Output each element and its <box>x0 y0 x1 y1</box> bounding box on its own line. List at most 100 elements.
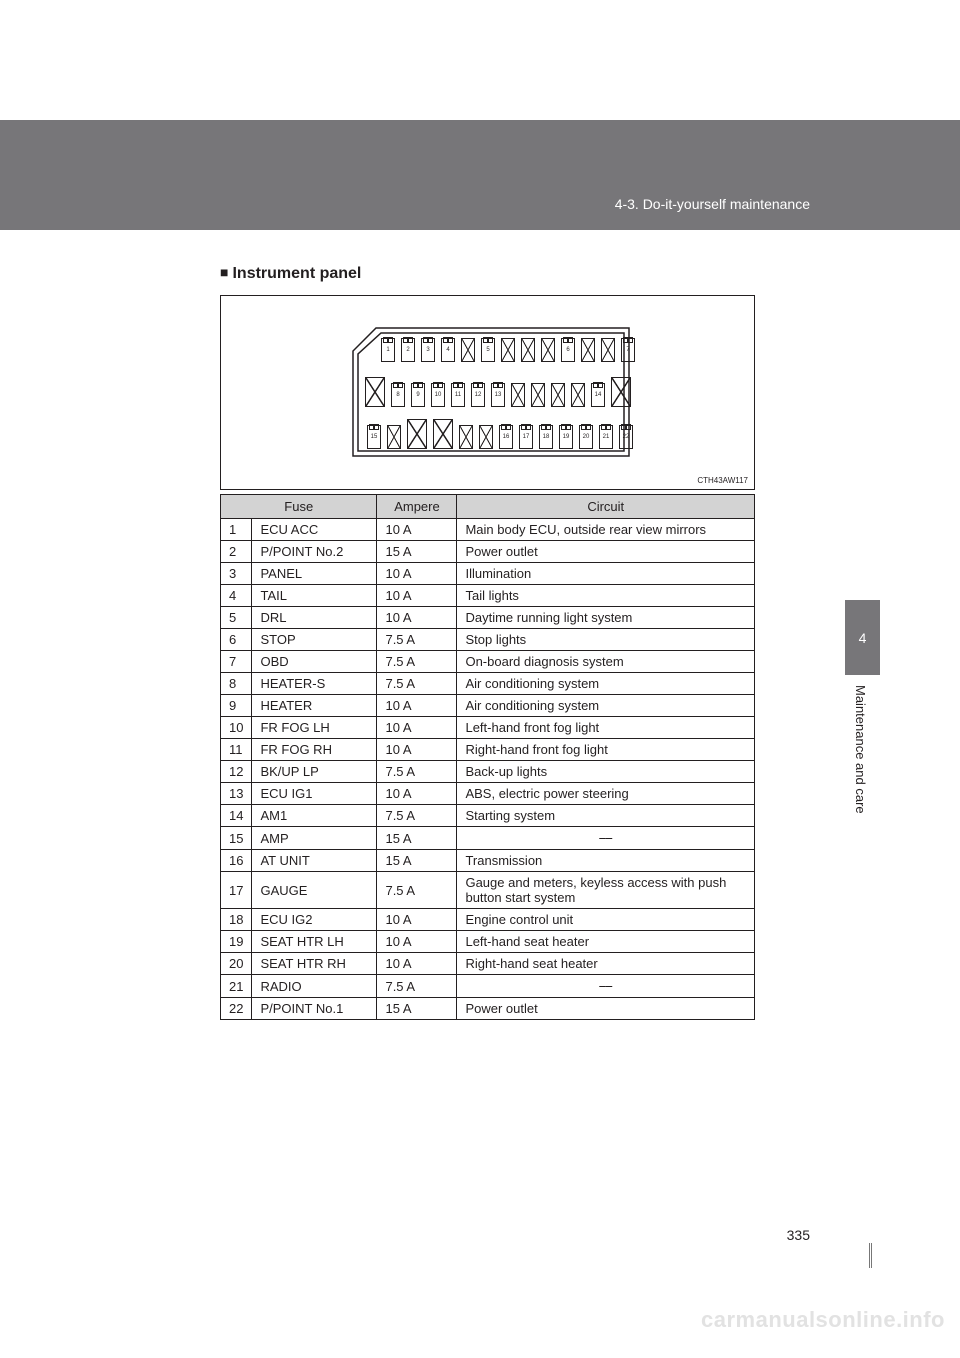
fuse-slot: 17 <box>519 425 533 449</box>
fuse-number: 5 <box>486 347 489 353</box>
cell-ampere: 7.5 A <box>377 872 457 909</box>
col-header-fuse: Fuse <box>221 495 377 519</box>
cell-index: 14 <box>221 805 252 827</box>
cell-fuse: ECU ACC <box>252 519 377 541</box>
fuse-slot: 7 <box>621 338 635 362</box>
cell-fuse: HEATER <box>252 695 377 717</box>
fuse-diagram-box: 1234567 891011121314 1516171819202122 CT… <box>220 295 755 490</box>
fuse-slot: 1 <box>381 338 395 362</box>
blank-slot <box>479 425 493 449</box>
cell-fuse: PANEL <box>252 563 377 585</box>
cell-fuse: RADIO <box>252 975 377 998</box>
fuse-number: 15 <box>371 434 378 440</box>
cell-circuit: Gauge and meters, keyless access with pu… <box>457 872 755 909</box>
fuse-slot: 5 <box>481 338 495 362</box>
fuse-slot: 18 <box>539 425 553 449</box>
table-row: 3PANEL10 AIllumination <box>221 563 755 585</box>
fuse-number: 6 <box>566 347 569 353</box>
blank-slot <box>461 338 475 362</box>
cell-ampere: 10 A <box>377 717 457 739</box>
fuse-slot: 20 <box>579 425 593 449</box>
cell-circuit: Air conditioning system <box>457 695 755 717</box>
cell-index: 13 <box>221 783 252 805</box>
fuse-slot: 13 <box>491 383 505 407</box>
blank-slot <box>551 383 565 407</box>
cell-index: 4 <box>221 585 252 607</box>
cell-index: 5 <box>221 607 252 629</box>
blank-slot <box>459 425 473 449</box>
cell-fuse: AMP <box>252 827 377 850</box>
cell-fuse: FR FOG RH <box>252 739 377 761</box>
cell-ampere: 7.5 A <box>377 673 457 695</box>
cell-index: 15 <box>221 827 252 850</box>
cell-ampere: 10 A <box>377 953 457 975</box>
cell-index: 21 <box>221 975 252 998</box>
fuse-slot: 21 <box>599 425 613 449</box>
cell-circuit: Left-hand seat heater <box>457 931 755 953</box>
cell-circuit: Left-hand front fog light <box>457 717 755 739</box>
page: 4-3. Do-it-yourself maintenance ■Instrum… <box>0 0 960 1358</box>
table-row: 20SEAT HTR RH10 ARight-hand seat heater <box>221 953 755 975</box>
cell-fuse: DRL <box>252 607 377 629</box>
cell-circuit: Illumination <box>457 563 755 585</box>
cell-fuse: SEAT HTR RH <box>252 953 377 975</box>
fuse-slot: 3 <box>421 338 435 362</box>
fuse-slot: 6 <box>561 338 575 362</box>
cell-index: 3 <box>221 563 252 585</box>
fuse-number: 21 <box>603 434 610 440</box>
large-blank-slot <box>365 377 385 407</box>
cell-circuit: ABS, electric power steering <box>457 783 755 805</box>
cell-circuit: Starting system <box>457 805 755 827</box>
table-row: 11FR FOG RH10 ARight-hand front fog ligh… <box>221 739 755 761</box>
fuse-slot: 4 <box>441 338 455 362</box>
cell-circuit: ⎯⎯ <box>457 975 755 998</box>
table-row: 2P/POINT No.215 APower outlet <box>221 541 755 563</box>
fuse-row-1: 1234567 <box>381 338 635 362</box>
section-title: Instrument panel <box>232 265 361 282</box>
cell-fuse: HEATER-S <box>252 673 377 695</box>
page-number: 335 <box>787 1227 810 1243</box>
cell-circuit: On-board diagnosis system <box>457 651 755 673</box>
cell-index: 7 <box>221 651 252 673</box>
table-row: 21RADIO7.5 A⎯⎯ <box>221 975 755 998</box>
table-row: 17GAUGE7.5 AGauge and meters, keyless ac… <box>221 872 755 909</box>
table-row: 13ECU IG110 AABS, electric power steerin… <box>221 783 755 805</box>
cell-fuse: TAIL <box>252 585 377 607</box>
blank-slot <box>531 383 545 407</box>
breadcrumb: 4-3. Do-it-yourself maintenance <box>615 196 810 212</box>
header-bar: 4-3. Do-it-yourself maintenance <box>0 120 960 230</box>
table-row: 14AM17.5 AStarting system <box>221 805 755 827</box>
fuse-number: 10 <box>435 392 442 398</box>
chapter-label: Maintenance and care <box>853 685 868 814</box>
cell-ampere: 7.5 A <box>377 651 457 673</box>
cell-circuit: Daytime running light system <box>457 607 755 629</box>
cell-circuit: Power outlet <box>457 998 755 1020</box>
fuse-row-3: 1516171819202122 <box>367 419 633 449</box>
table-row: 6STOP7.5 AStop lights <box>221 629 755 651</box>
fuse-slot: 12 <box>471 383 485 407</box>
cell-index: 19 <box>221 931 252 953</box>
cell-index: 1 <box>221 519 252 541</box>
table-row: 8HEATER-S7.5 AAir conditioning system <box>221 673 755 695</box>
cell-index: 18 <box>221 909 252 931</box>
cell-ampere: 10 A <box>377 783 457 805</box>
table-row: 5DRL10 ADaytime running light system <box>221 607 755 629</box>
cell-circuit: ⎯⎯ <box>457 827 755 850</box>
cell-ampere: 10 A <box>377 909 457 931</box>
fuse-number: 12 <box>475 392 482 398</box>
cell-fuse: ECU IG2 <box>252 909 377 931</box>
cell-circuit: Right-hand seat heater <box>457 953 755 975</box>
cell-ampere: 10 A <box>377 607 457 629</box>
cell-index: 12 <box>221 761 252 783</box>
fuse-slot: 19 <box>559 425 573 449</box>
fuse-number: 4 <box>446 347 449 353</box>
fuse-number: 1 <box>386 347 389 353</box>
fuse-number: 7 <box>626 347 629 353</box>
chapter-tab: 4 <box>845 600 880 675</box>
cell-index: 20 <box>221 953 252 975</box>
blank-slot <box>501 338 515 362</box>
fuse-slot: 8 <box>391 383 405 407</box>
cell-index: 9 <box>221 695 252 717</box>
cell-index: 11 <box>221 739 252 761</box>
blank-slot <box>601 338 615 362</box>
